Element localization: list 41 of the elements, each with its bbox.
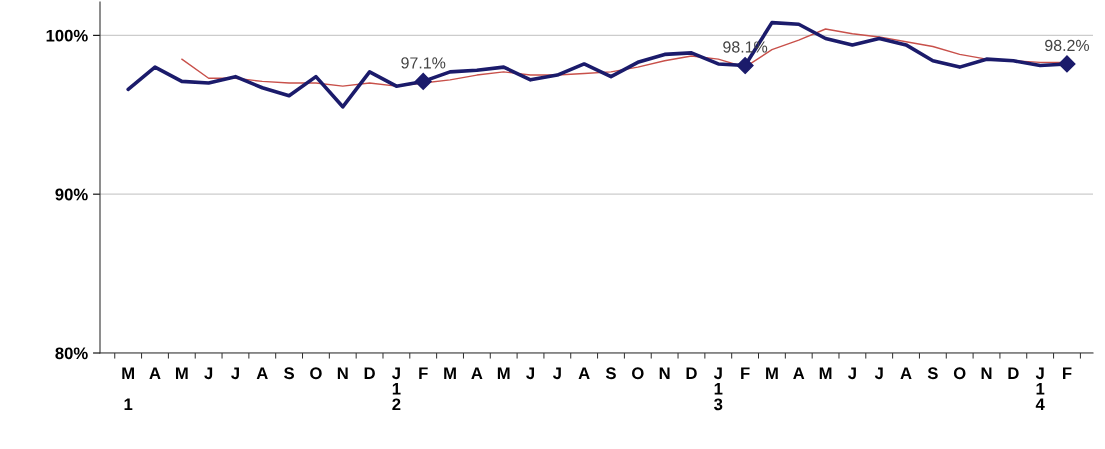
x-tick-label: F	[741, 367, 750, 379]
x-tick-label: S	[605, 367, 616, 380]
x-tick-label: A	[793, 367, 805, 379]
x-tick-label: N	[981, 367, 992, 379]
x-tick-label: M	[444, 367, 456, 379]
x-tick-label: J	[552, 367, 561, 380]
x-tick-label: F	[1063, 367, 1072, 379]
x-tick-label: J 1 2	[392, 367, 401, 411]
x-tick-label: A	[900, 367, 912, 379]
x-tick-label: M	[497, 367, 510, 379]
x-tick-label: M 1	[122, 367, 134, 411]
x-tick-label: O	[310, 367, 322, 380]
x-tick-label: N	[659, 367, 670, 379]
x-tick-label: J 1 3	[713, 367, 723, 411]
y-tick-label: 90%	[55, 188, 88, 201]
x-tick-label: A	[149, 367, 161, 379]
x-tick-label: O	[953, 367, 966, 380]
x-tick-label: J	[848, 367, 856, 380]
x-tick-label: J	[874, 367, 883, 380]
x-tick-label: O	[632, 367, 644, 380]
x-tick-label: D	[1008, 367, 1019, 379]
data-label: 97.1%	[401, 57, 446, 69]
y-tick-label: 100%	[46, 29, 88, 42]
x-tick-label: A	[471, 367, 483, 379]
x-tick-label: J 1 4	[1035, 367, 1045, 411]
data-label: 98.2%	[1045, 39, 1090, 52]
x-tick-label: D	[686, 367, 697, 379]
x-tick-label: F	[419, 367, 428, 379]
x-tick-label: N	[337, 367, 348, 379]
x-tick-label: J	[204, 367, 213, 380]
x-tick-label: A	[256, 367, 268, 379]
x-tick-label: J	[526, 367, 535, 380]
x-tick-label: A	[578, 367, 590, 379]
x-tick-label: J	[231, 367, 239, 380]
x-tick-label: S	[284, 367, 295, 380]
x-tick-label: S	[927, 367, 938, 380]
x-tick-label: M	[175, 367, 188, 379]
x-tick-label: D	[364, 367, 375, 379]
x-tick-label: M	[766, 367, 778, 379]
y-tick-label: 80%	[55, 347, 88, 360]
x-tick-label: M	[819, 367, 832, 379]
